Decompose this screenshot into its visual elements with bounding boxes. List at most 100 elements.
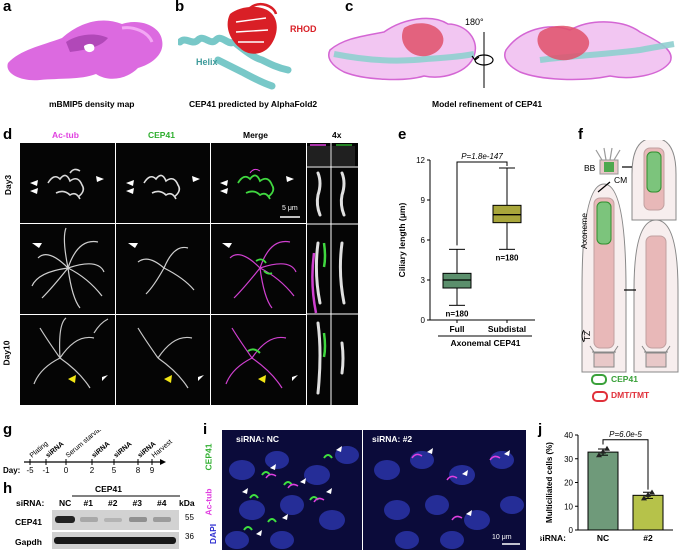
j-y-tick-label: 20 — [564, 479, 573, 488]
i-title-2: siRNA: #2 — [372, 434, 413, 444]
channel-label-ac-tub: Ac-tub — [203, 488, 214, 516]
western-header-line — [72, 495, 180, 497]
panel-c-caption: Model refinement of CEP41 — [432, 99, 543, 109]
western-lane-label: #2 — [108, 498, 118, 508]
e-y-tick-label: 6 — [421, 236, 426, 245]
g-day-value: 9 — [150, 466, 155, 475]
e-significance-bracket — [456, 161, 508, 246]
western-lane-label: #1 — [83, 498, 93, 508]
j-y-tick-label: 10 — [564, 502, 573, 511]
g-event-label: siRNA — [91, 441, 112, 460]
j-y-tick-label: 40 — [564, 431, 573, 440]
model-refinement-right-image — [504, 21, 675, 81]
column-label-ac-tub: Ac-tub — [52, 130, 79, 140]
cilia-schematic — [581, 140, 679, 385]
western-sirna-label: siRNA: — [16, 498, 45, 508]
column-label-4x: 4x — [332, 130, 342, 140]
j-data-point — [641, 495, 647, 501]
d-day10-cep41 — [116, 315, 210, 405]
g-day-value: 0 — [64, 466, 69, 475]
panel-letter-d: d — [3, 126, 13, 143]
panel-letter-h: h — [3, 480, 13, 497]
g-event-label: siRNA — [113, 441, 134, 460]
density-map-image — [7, 20, 163, 81]
e-n-label: n=180 — [446, 309, 469, 318]
panel-a-caption: mBMIP5 density map — [49, 99, 135, 109]
j-data-point — [645, 491, 651, 497]
j-data-point — [600, 448, 606, 454]
panel-letter-i: i — [203, 421, 208, 438]
j-y-axis-label: Multiciliated cells (%) — [545, 442, 554, 523]
panel-letter-a: a — [3, 0, 12, 15]
j-pvalue: P=6.0e-5 — [609, 430, 642, 439]
g-day-value: -1 — [42, 466, 50, 475]
western-kda: kDa — [179, 498, 195, 508]
label-tz: TZ — [582, 330, 593, 342]
panel-letter-b: b — [175, 0, 185, 15]
j-bar-nc — [587, 451, 619, 531]
column-label-merge: Merge — [243, 130, 269, 140]
label-helix: Helix — [196, 57, 218, 67]
d-micrograph-overlay — [30, 143, 358, 405]
panel-letter-g: g — [3, 421, 13, 438]
legend-cep41-label: CEP41 — [611, 374, 638, 384]
j-y-tick-label: 30 — [564, 455, 573, 464]
e-y-axis-label: Ciliary length (μm) — [397, 203, 407, 278]
label-bb: BB — [584, 163, 596, 173]
g-day-value: -5 — [26, 466, 34, 475]
label-rhod: RHOD — [290, 24, 317, 34]
panel-letter-j: j — [538, 421, 543, 438]
j-bar-2 — [632, 494, 664, 531]
e-n-label: n=180 — [496, 253, 519, 262]
western-lane-label: #4 — [157, 498, 167, 508]
western-lane-label: NC — [59, 498, 72, 508]
j-category-label: #2 — [643, 533, 653, 543]
row-label-day3: Day3 — [3, 174, 14, 196]
e-y-tick-label: 12 — [416, 156, 425, 165]
d-day10-ac-tub — [20, 315, 115, 405]
panel-letter-f: f — [578, 126, 583, 143]
panel-b-caption: CEP41 predicted by AlphaFold2 — [189, 99, 318, 109]
mw-marker-36: 36 — [185, 532, 194, 541]
western-blot-image — [52, 510, 179, 549]
ciliary-length-boxplot: 0 3 6 9 12 Ciliary length (μm) n=180 Full n=180 S… — [397, 152, 535, 348]
western-lane-label: #3 — [132, 498, 142, 508]
j-data-point — [604, 445, 610, 451]
western-row-cep41: CEP41 — [15, 517, 42, 527]
row-label-day10: Day10 — [1, 340, 12, 366]
panel-letter-e: e — [398, 126, 407, 143]
i-micrograph-overlay — [225, 446, 524, 549]
g-day-value: 2 — [90, 466, 95, 475]
e-box-full — [442, 272, 472, 289]
rotation-icon — [471, 32, 494, 88]
j-data-point — [649, 489, 655, 495]
j-axis-label: siRNA: — [540, 533, 566, 543]
label-cm: CM — [614, 175, 628, 185]
column-label-cep41: CEP41 — [148, 130, 175, 140]
channel-label-dapi: DAPI — [208, 523, 219, 545]
alphafold-structure-image — [178, 3, 292, 90]
g-timeline-arrowhead — [160, 459, 166, 465]
e-category-label: Subdistal — [488, 324, 526, 334]
e-box-subdistal — [492, 204, 522, 224]
i-scale-bar-label: 10 μm — [492, 534, 512, 541]
g-day-label: Day: — [3, 466, 20, 475]
e-y-tick-label: 9 — [421, 196, 426, 205]
e-pvalue: P=1.8e-147 — [461, 152, 503, 161]
g-event-label: Harvest — [151, 439, 174, 460]
label-axoneme: Axoneme — [578, 213, 589, 249]
e-category-label: Full — [449, 324, 464, 334]
j-category-label: NC — [597, 533, 609, 543]
western-header: CEP41 — [95, 484, 122, 494]
mw-marker-55: 55 — [185, 513, 194, 522]
j-data-point — [596, 452, 602, 458]
model-refinement-left-image — [328, 17, 477, 81]
rotation-label: 180° — [465, 17, 484, 27]
j-significance-bracket — [602, 439, 649, 490]
d-day10-merge — [211, 315, 306, 405]
e-y-tick-label: 3 — [421, 276, 426, 285]
i-title-nc: siRNA: NC — [236, 434, 279, 444]
multiciliated-cells-barchart: 0 10 20 30 40 Multiciliated cells (%) NC #2 siRN… — [540, 430, 673, 543]
g-event-label: siRNA — [45, 441, 66, 460]
